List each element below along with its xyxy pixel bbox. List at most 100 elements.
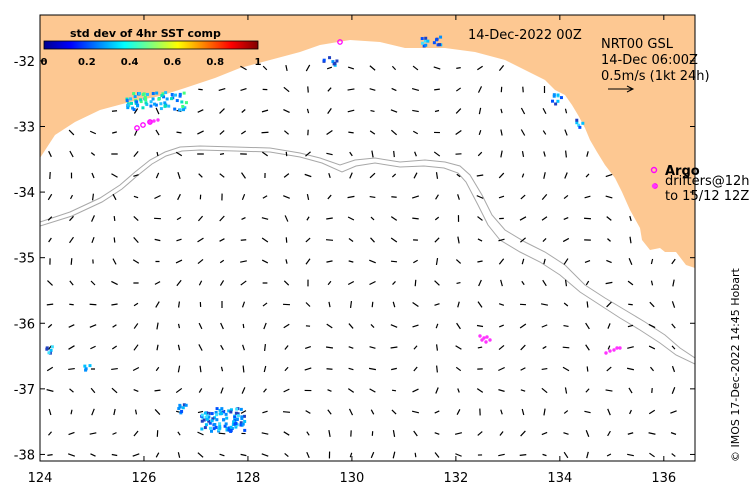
current-vector — [241, 217, 246, 220]
sst-patch-cell — [229, 408, 233, 412]
sst-patch-cell — [144, 98, 148, 102]
current-vector — [541, 431, 548, 436]
sst-patch-cell — [178, 92, 182, 96]
current-vector — [48, 150, 52, 158]
current-vector — [413, 259, 418, 264]
current-vector — [563, 410, 569, 414]
current-vector — [326, 260, 333, 263]
current-vector — [68, 345, 75, 350]
y-tick-label: -32 — [14, 55, 35, 70]
current-vector — [607, 323, 611, 329]
current-vector — [412, 65, 419, 71]
current-vector — [218, 87, 226, 92]
sst-patch-cell — [236, 414, 240, 418]
current-vector — [520, 367, 526, 371]
current-vector — [68, 129, 75, 136]
current-vector — [477, 216, 483, 221]
current-vector — [671, 323, 676, 329]
sst-patch-cell — [173, 107, 177, 111]
current-vector — [264, 343, 266, 352]
current-vector — [607, 345, 611, 350]
sst-patch-cell — [84, 368, 88, 372]
current-vector — [498, 64, 505, 72]
current-vector — [261, 131, 269, 134]
current-vector — [177, 301, 181, 308]
current-vector — [648, 432, 656, 435]
current-vector — [111, 387, 118, 394]
argo-legend-marker — [650, 166, 658, 174]
current-vector — [240, 280, 247, 286]
current-vector — [197, 215, 204, 222]
current-vector — [90, 152, 96, 156]
sst-patch-cell — [424, 43, 428, 47]
current-vector — [391, 87, 397, 92]
drifter-point — [488, 338, 492, 342]
sst-patch-cell — [208, 421, 212, 425]
sst-patch-cell — [241, 422, 245, 426]
current-vector — [671, 345, 676, 350]
current-vector — [543, 151, 546, 157]
current-vector — [585, 322, 590, 330]
drifter-point — [152, 119, 156, 123]
current-vector — [262, 195, 268, 199]
current-vector — [477, 346, 483, 349]
sst-patch-cell — [178, 403, 182, 407]
current-vector — [671, 387, 676, 394]
current-vector — [390, 346, 398, 349]
sst-patch-cell — [218, 425, 222, 429]
current-vector — [327, 108, 332, 114]
current-vector — [112, 432, 117, 435]
current-vector — [69, 388, 74, 393]
sst-patch-cell — [423, 39, 427, 43]
current-vector — [198, 322, 203, 330]
current-vector — [564, 108, 568, 114]
current-vector — [113, 216, 116, 221]
current-vector — [327, 409, 332, 415]
current-vector — [563, 324, 569, 328]
current-vector — [543, 172, 546, 179]
current-vector — [499, 324, 504, 328]
current-vector — [219, 108, 225, 114]
current-vector — [368, 367, 377, 371]
sst-patch-cell — [578, 125, 582, 129]
current-vector — [326, 130, 333, 135]
sst-patch-cell — [161, 92, 165, 96]
current-vector — [414, 279, 417, 287]
current-vector — [68, 324, 75, 328]
current-vector — [498, 172, 505, 179]
current-vector — [584, 195, 591, 199]
current-vector — [500, 129, 503, 136]
sst-patch-cell — [234, 425, 238, 429]
current-vector — [283, 173, 290, 178]
y-tick-label: -34 — [14, 186, 35, 201]
current-vector — [586, 301, 589, 308]
current-vector — [500, 108, 503, 114]
current-vector — [477, 86, 483, 93]
current-vector — [218, 432, 226, 435]
current-vector — [91, 215, 95, 222]
current-vector — [47, 280, 53, 286]
current-vector — [629, 409, 632, 415]
current-vector — [46, 389, 54, 392]
sst-patch-cell — [139, 98, 143, 102]
sst-patch-cell — [552, 94, 556, 98]
current-vector — [177, 452, 181, 458]
current-vector — [197, 410, 204, 414]
current-vector — [629, 215, 632, 222]
sst-patch-cell — [144, 101, 148, 105]
current-vector — [198, 344, 203, 351]
current-vector — [434, 452, 440, 458]
current-vector — [328, 430, 331, 437]
current-vector — [262, 302, 268, 307]
scale-label: 0.5m/s (1kt 24h) — [601, 69, 710, 84]
current-vector — [176, 279, 182, 287]
current-vector — [411, 195, 420, 199]
sst-patch-cell — [243, 428, 247, 432]
current-vector — [177, 171, 181, 180]
current-vector — [305, 237, 311, 243]
sst-patch-cell — [331, 60, 335, 64]
sst-patch-cell — [149, 104, 153, 108]
sst-patch-cell — [178, 108, 182, 112]
sst-patch-cell — [49, 348, 53, 352]
